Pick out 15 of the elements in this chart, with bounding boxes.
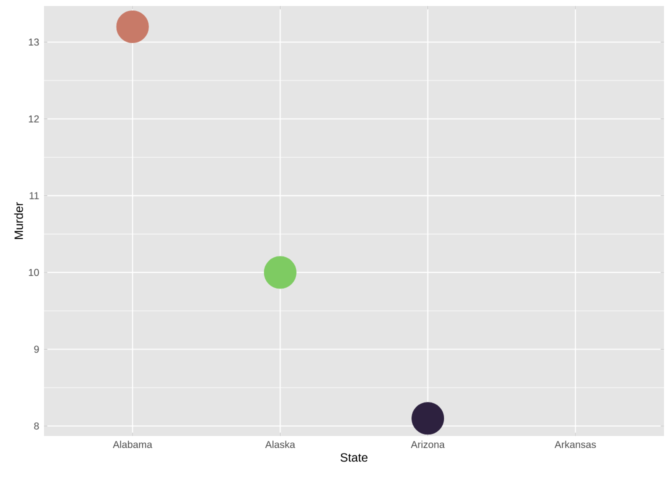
x-tick-label: Alaska bbox=[265, 440, 296, 448]
point bbox=[264, 256, 296, 289]
y-axis-title: Murder bbox=[14, 202, 24, 240]
y-tick-label: 11 bbox=[30, 192, 39, 200]
y-tick-label: 10 bbox=[28, 268, 39, 276]
point bbox=[116, 10, 149, 44]
x-tick-label: Arizona bbox=[410, 440, 445, 448]
x-axis-title: State bbox=[340, 453, 368, 462]
y-tick-label: 12 bbox=[28, 115, 39, 122]
y-tick-label: 13 bbox=[28, 38, 39, 46]
x-tick-label: Arkansas bbox=[554, 440, 596, 448]
point bbox=[412, 402, 444, 435]
y-tick-label: 8 bbox=[34, 422, 39, 430]
y-tick-label: 9 bbox=[34, 346, 39, 353]
x-tick-label: Alabama bbox=[112, 440, 152, 448]
